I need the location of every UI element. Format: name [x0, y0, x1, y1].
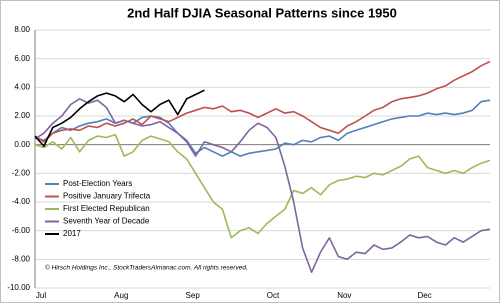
y-tick-label: -10.00	[7, 283, 30, 292]
y-tick-label: 0.00	[14, 140, 30, 149]
legend-label: Seventh Year of Decade	[63, 217, 150, 226]
legend-label: Positive January Trifecta	[63, 192, 151, 201]
legend-label: Post-Election Years	[63, 179, 132, 188]
chart-title: 2nd Half DJIA Seasonal Patterns since 19…	[127, 5, 397, 20]
y-tick-label: 2.00	[14, 111, 30, 120]
series-line	[34, 98, 491, 273]
y-tick-label: -2.00	[12, 168, 31, 177]
x-tick-label: Oct	[267, 291, 280, 300]
legend-label: First Elected Republican	[63, 204, 150, 213]
y-tick-label: -4.00	[12, 197, 31, 206]
x-tick-label: Dec	[418, 291, 432, 300]
series-line	[34, 60, 491, 143]
series-line	[34, 89, 205, 147]
y-tick-label: 4.00	[14, 82, 30, 91]
y-tick-label: -8.00	[12, 254, 31, 263]
y-tick-label: -6.00	[12, 226, 31, 235]
series-line	[34, 99, 491, 157]
x-tick-label: Sep	[186, 291, 201, 300]
x-tick-label: Jul	[36, 291, 46, 300]
legend-label: 2017	[63, 229, 81, 238]
y-tick-label: 8.00	[14, 25, 30, 34]
y-tick-label: 6.00	[14, 54, 30, 63]
annotation: © Hirsch Holdings Inc., StockTradersAlma…	[45, 264, 248, 272]
x-tick-label: Aug	[114, 291, 128, 300]
x-tick-label: Nov	[337, 291, 351, 300]
series-line	[34, 133, 491, 239]
